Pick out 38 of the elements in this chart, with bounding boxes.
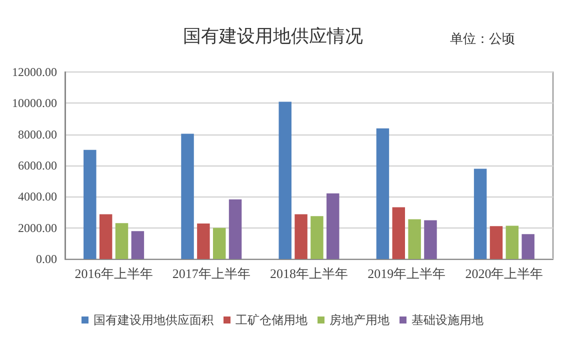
x-tick-label: 2019年上半年 [368,266,446,281]
y-tick-label: 8000.00 [18,127,57,142]
y-tick-label: 4000.00 [18,190,57,204]
legend-label: 房地产用地 [330,313,390,327]
bar [278,102,292,259]
legend-label: 国有建设用地供应面积 [94,313,214,327]
bar [490,226,503,259]
chart-title: 国有建设用地供应情况 [183,26,363,46]
bar [228,199,242,259]
y-tick-label: 10000.00 [12,96,57,110]
bar [197,223,210,259]
bar [294,214,308,259]
x-tick-label: 2020年上半年 [465,266,544,281]
y-tick-label: 12000.00 [12,65,57,79]
bar [506,226,519,259]
bar [376,128,390,259]
bar [115,223,128,259]
bar [84,150,96,259]
bar [212,228,226,259]
bar [131,231,144,259]
x-tick-label: 2017年上半年 [172,266,250,281]
y-tick-label: 6000.00 [18,158,57,172]
x-tick-label: 2016年上半年 [74,266,153,281]
bar [181,134,194,259]
bar [522,234,534,259]
chart-subtitle: 单位：公顷 [450,31,515,46]
legend-label: 工矿仓储用地 [236,313,308,327]
x-tick-label: 2018年上半年 [270,266,348,281]
bar [99,214,112,259]
bar [474,168,487,259]
bar [392,207,406,259]
bar [326,193,340,259]
bar [310,216,324,259]
y-tick-label: 2000.00 [18,220,57,235]
bar [424,220,437,259]
y-tick-label: 0.00 [36,252,57,266]
bar [408,219,421,259]
legend-label: 基础设施用地 [412,313,484,327]
